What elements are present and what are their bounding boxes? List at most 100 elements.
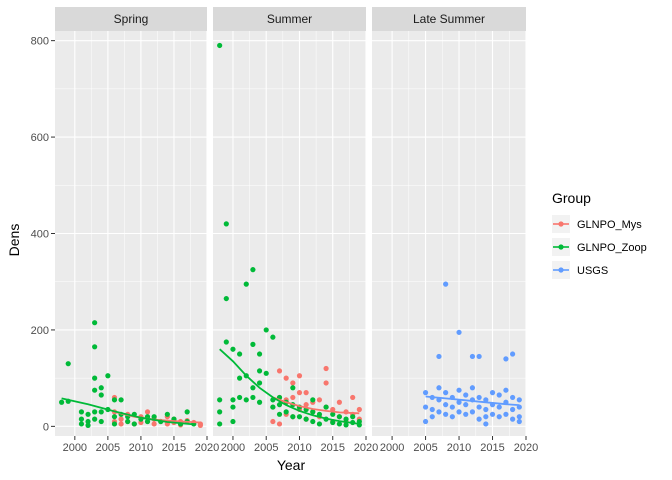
data-point-glnpo-zoop [290, 414, 296, 420]
x-tick-label: 2015 [320, 442, 344, 454]
data-point-glnpo-mys [118, 421, 124, 427]
data-point-glnpo-zoop [118, 397, 124, 403]
data-point-usgs [516, 397, 522, 403]
data-point-usgs [422, 418, 429, 425]
data-point-glnpo-zoop [78, 421, 85, 427]
data-point-glnpo-zoop [78, 416, 85, 422]
data-point-glnpo-zoop [92, 387, 98, 393]
data-point-usgs [429, 414, 435, 420]
legend-label: USGS [577, 265, 608, 277]
data-point-glnpo-zoop [250, 394, 256, 401]
x-tick-label: 2000 [380, 442, 404, 454]
x-tick-label: 2000 [221, 442, 245, 454]
data-point-glnpo-zoop [310, 397, 316, 403]
data-point-usgs [489, 411, 496, 417]
data-point-glnpo-zoop [243, 281, 249, 287]
data-point-glnpo-zoop [310, 409, 316, 415]
data-point-glnpo-zoop [256, 380, 263, 386]
facet-strip [55, 7, 207, 31]
data-point-glnpo-zoop [78, 409, 85, 415]
data-point-glnpo-zoop [310, 418, 316, 425]
x-tick-label: 2005 [413, 442, 437, 454]
facet-panel: Spring [55, 7, 208, 436]
data-point-glnpo-zoop [230, 346, 236, 352]
data-point-usgs [449, 414, 455, 420]
data-point-glnpo-zoop [223, 221, 229, 227]
data-point-glnpo-zoop [151, 414, 157, 420]
data-point-glnpo-mys [356, 406, 362, 413]
data-point-usgs [456, 329, 462, 335]
panels: Spring Summer Late Summer [55, 7, 527, 436]
x-tick-label: 2000 [63, 442, 87, 454]
data-point-glnpo-zoop [343, 416, 349, 422]
data-point-glnpo-zoop [316, 421, 323, 427]
data-point-usgs [436, 385, 442, 391]
data-point-glnpo-zoop [105, 373, 111, 379]
y-tick-label: 600 [31, 132, 49, 144]
data-point-usgs [436, 409, 442, 415]
data-point-glnpo-zoop [92, 409, 98, 415]
data-point-usgs [503, 356, 509, 362]
x-tick-label: 2020 [514, 442, 538, 454]
facet-strip-label: Summer [267, 12, 312, 26]
x-tick-label: 2005 [254, 442, 278, 454]
data-point-glnpo-zoop [131, 421, 137, 427]
data-point-glnpo-zoop [184, 409, 190, 415]
data-point-glnpo-zoop [98, 409, 104, 415]
data-point-usgs [422, 390, 429, 396]
x-axes: 2000 2005 2010 2015 2020 2000 2005 2010 2015 2020… [63, 436, 538, 454]
data-point-glnpo-zoop [144, 418, 151, 425]
data-point-glnpo-zoop [217, 409, 223, 415]
data-point-glnpo-zoop [111, 397, 118, 403]
data-point-glnpo-zoop [256, 368, 263, 374]
data-point-glnpo-mys [290, 380, 296, 386]
data-point-usgs [443, 281, 449, 287]
x-tick-label: 2020 [354, 442, 378, 454]
data-point-glnpo-mys [336, 399, 342, 405]
data-point-glnpo-mys [350, 394, 356, 401]
data-point-usgs [443, 402, 449, 408]
data-point-glnpo-zoop [336, 421, 342, 427]
x-tick-label: 2015 [480, 442, 504, 454]
legend-label: GLNPO_Mys [577, 219, 642, 231]
y-tick-label: 200 [31, 325, 49, 337]
data-point-glnpo-zoop [217, 42, 223, 49]
y-axis-title: Dens [6, 224, 22, 257]
data-point-glnpo-zoop [270, 404, 276, 410]
data-point-glnpo-mys [296, 373, 303, 379]
data-point-glnpo-mys [144, 409, 151, 415]
legend-keys: GLNPO_Mys GLNPO_Zoop USGS [552, 215, 647, 279]
data-point-glnpo-zoop [350, 414, 356, 420]
data-point-usgs [436, 353, 442, 360]
data-point-usgs [503, 411, 509, 417]
data-point-glnpo-mys [270, 418, 276, 425]
data-point-usgs [516, 418, 522, 425]
data-point-glnpo-zoop [330, 411, 336, 417]
y-tick-label: 400 [31, 229, 49, 241]
data-point-glnpo-mys [118, 416, 124, 422]
data-point-usgs [463, 411, 469, 417]
x-tick-label: 2010 [447, 442, 471, 454]
data-point-glnpo-zoop [92, 416, 98, 422]
data-point-glnpo-mys [316, 397, 323, 403]
data-point-usgs [443, 390, 449, 396]
data-point-usgs [456, 399, 462, 405]
facet-strip [213, 7, 366, 31]
data-point-glnpo-zoop [237, 394, 243, 401]
data-point-usgs [476, 394, 482, 401]
data-point-usgs [496, 404, 502, 410]
x-tick-label: 2010 [287, 442, 311, 454]
data-point-glnpo-zoop [85, 411, 91, 417]
data-point-glnpo-mys [303, 402, 309, 408]
data-point-glnpo-zoop [250, 341, 256, 347]
legend-key: GLNPO_Mys [552, 215, 642, 233]
legend-key-point [558, 244, 564, 250]
data-point-usgs [429, 406, 435, 413]
data-point-glnpo-zoop [263, 370, 269, 376]
data-point-usgs [483, 406, 489, 413]
data-point-glnpo-zoop [92, 375, 98, 381]
data-point-usgs [456, 387, 462, 393]
data-point-usgs [510, 394, 516, 401]
data-point-glnpo-mys [276, 421, 283, 427]
